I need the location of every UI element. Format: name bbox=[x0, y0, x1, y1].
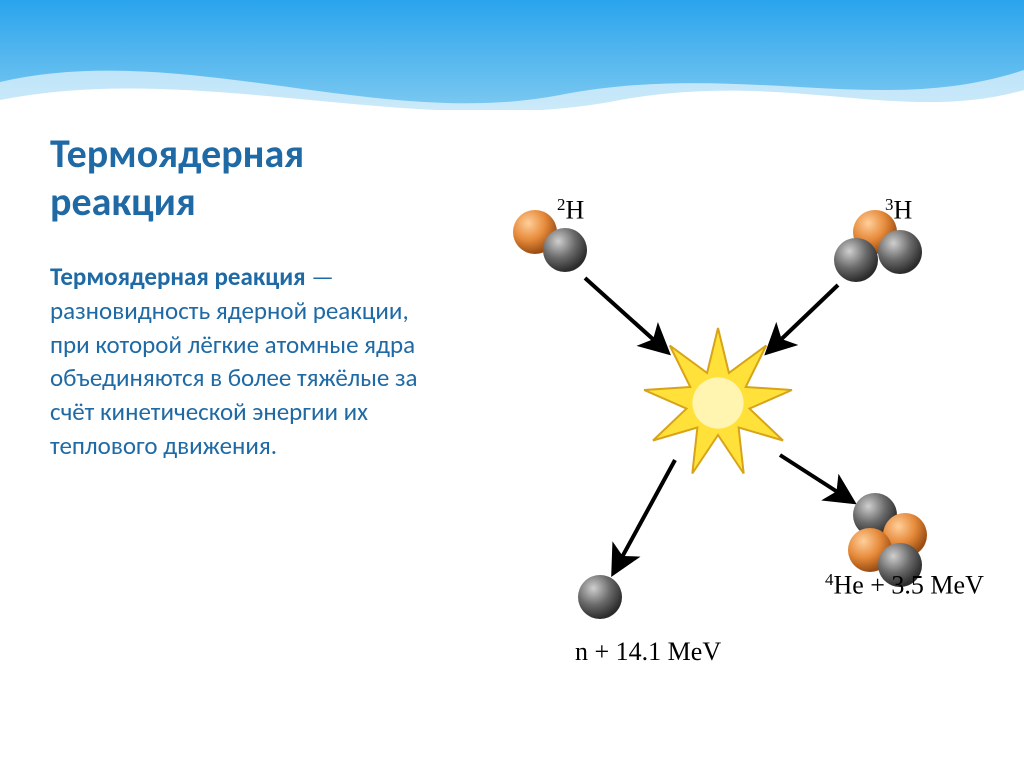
label-neutron: n + 14.1 MeV bbox=[575, 637, 721, 667]
label-helium: 4He + 3.5 MeV bbox=[825, 570, 984, 600]
definition-text: Термоядерная реакция — разновидность яде… bbox=[50, 260, 420, 463]
definition-term: Термоядерная реакция bbox=[50, 261, 306, 292]
header-wave bbox=[0, 0, 1024, 130]
label-tritium: 3H bbox=[885, 195, 912, 225]
title-line-2: реакция bbox=[50, 177, 196, 226]
slide-title: Термоядерная реакция bbox=[50, 130, 304, 226]
label-deuterium: 2H bbox=[557, 195, 584, 225]
fusion-diagram: 2H 3H 4He + 3.5 MeV n + 14.1 MeV bbox=[480, 165, 1000, 685]
title-line-1: Термоядерная bbox=[50, 129, 304, 178]
